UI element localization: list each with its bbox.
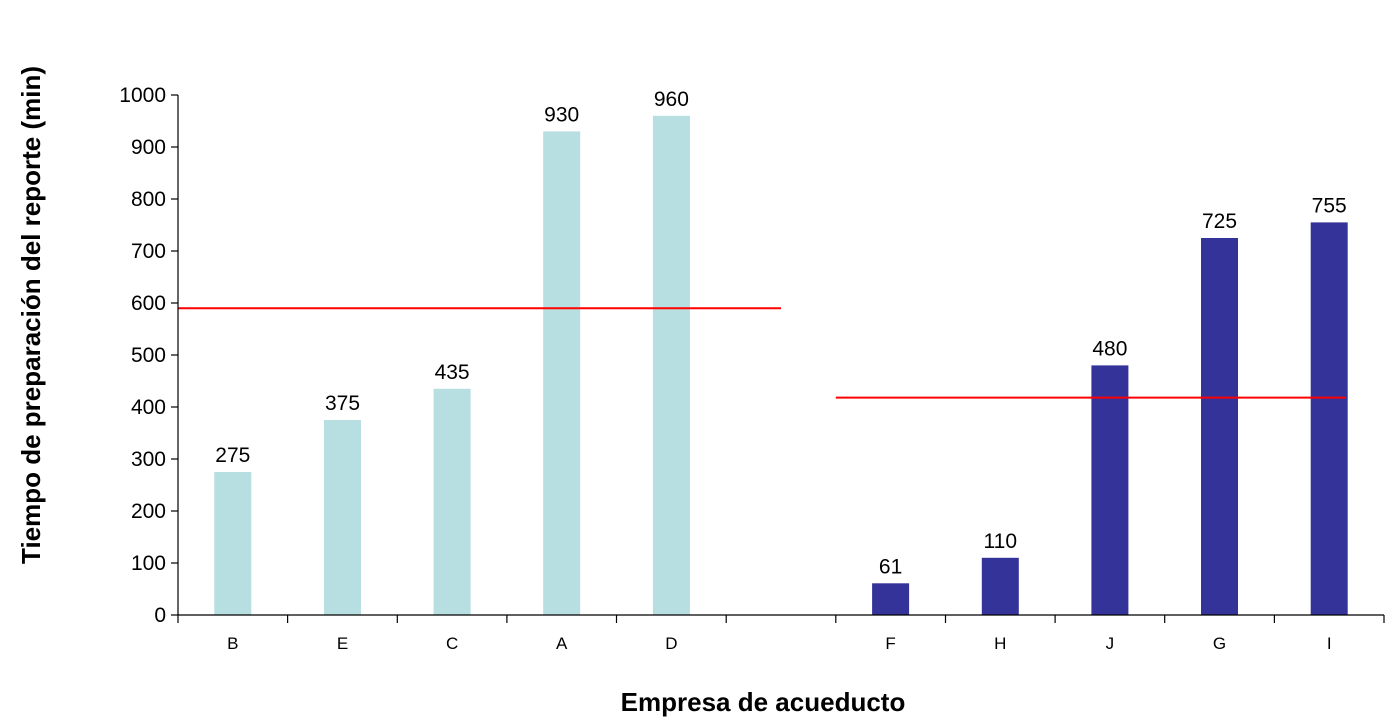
value-label-e: 375 (325, 392, 360, 415)
value-label-g: 725 (1202, 210, 1237, 233)
value-label-d: 960 (654, 88, 689, 111)
labels-layer: 275 375 435 930 960 61 110 480 725 755 0 100 200 300 4… (119, 84, 1346, 653)
y-tick-label-800: 800 (131, 188, 166, 211)
x-tick-label-h: H (994, 634, 1006, 653)
x-tick-label-d: D (665, 634, 677, 653)
value-label-j: 480 (1092, 337, 1127, 360)
x-axis-title: Empresa de acueducto (621, 687, 906, 717)
value-label-a: 930 (544, 103, 579, 126)
x-tick-label-b: B (227, 634, 238, 653)
y-tick-label-700: 700 (131, 240, 166, 263)
bar-f (872, 583, 910, 615)
bar-j (1091, 365, 1129, 615)
y-tick-label-100: 100 (131, 552, 166, 575)
bar-b (214, 472, 252, 615)
x-tick-label-g: G (1213, 634, 1226, 653)
bar-e (324, 420, 361, 615)
bar-a (543, 131, 581, 615)
x-tick-label-f: F (885, 634, 895, 653)
y-tick-label-300: 300 (131, 448, 166, 471)
x-tick-label-e: E (337, 634, 348, 653)
bar-h (981, 557, 1019, 615)
y-tick-label-400: 400 (131, 396, 166, 419)
reference-lines-layer (178, 307, 1346, 399)
value-label-h: 110 (984, 530, 1017, 553)
y-tick-label-500: 500 (131, 344, 166, 367)
value-label-i: 755 (1312, 194, 1347, 217)
y-tick-label-600: 600 (131, 292, 166, 315)
bars-layer (214, 115, 1348, 616)
value-label-c: 435 (435, 361, 470, 384)
value-label-f: 61 (879, 555, 902, 578)
y-tick-label-200: 200 (131, 500, 166, 523)
bar-g (1201, 238, 1238, 615)
axes-layer (171, 94, 1385, 623)
y-tick-label-1000: 1000 (119, 84, 166, 107)
y-tick-label-0: 0 (154, 604, 166, 627)
bar-c (433, 388, 471, 615)
x-tick-label-a: A (556, 634, 568, 653)
y-axis-title: Tiempo de preparación del reporte (min) (16, 66, 46, 564)
value-label-b: 275 (215, 444, 250, 467)
bar-d (652, 115, 690, 616)
y-tick-label-900: 900 (131, 136, 166, 159)
x-tick-label-i: I (1327, 634, 1332, 653)
x-tick-label-j: J (1106, 634, 1115, 653)
bar-i (1310, 222, 1348, 615)
x-tick-label-c: C (446, 634, 458, 653)
